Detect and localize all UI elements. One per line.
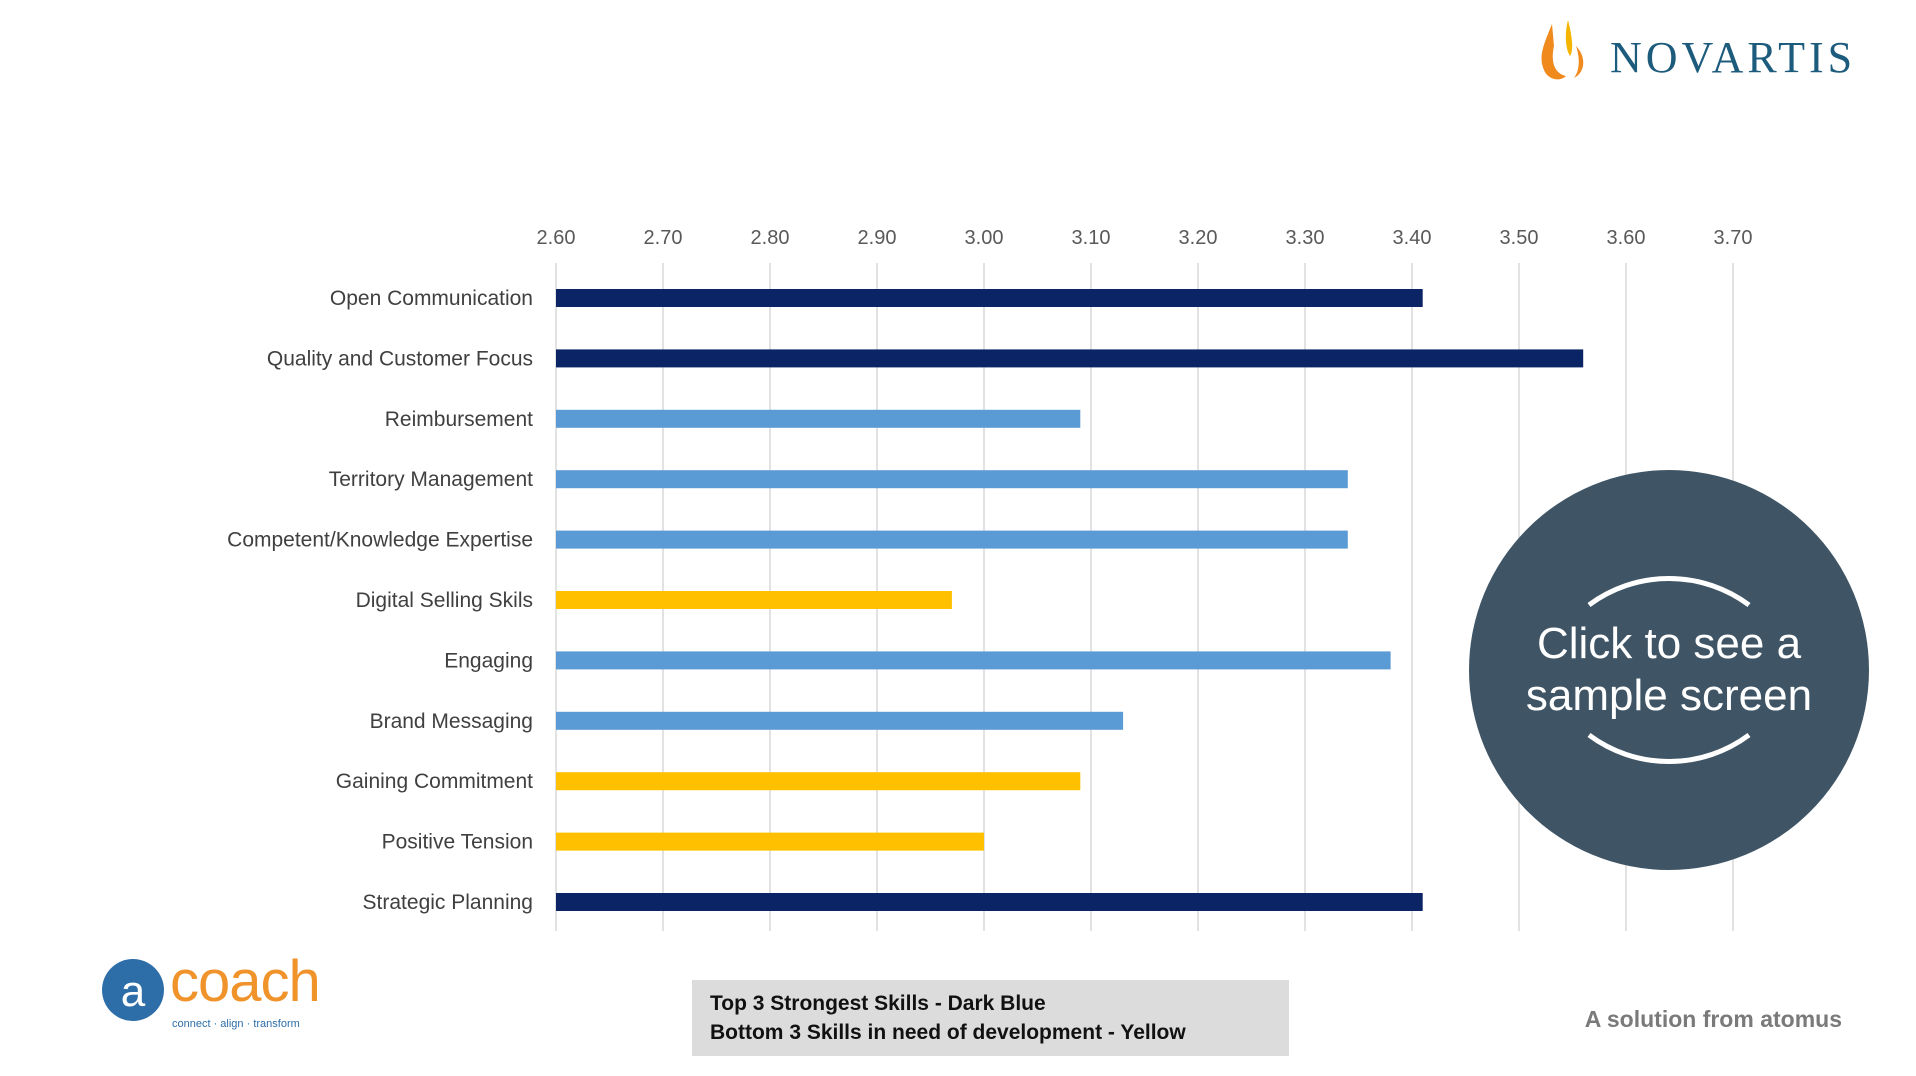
- legend-line-bottom: Bottom 3 Skills in need of development -…: [710, 1021, 1186, 1044]
- ring-icon: [1587, 576, 1751, 764]
- acoach-logo: a coach connect · align · transform: [100, 952, 360, 1038]
- category-label: Competent/Knowledge Expertise: [227, 529, 533, 552]
- acoach-tagline: connect · align · transform: [172, 1018, 300, 1030]
- atomus-credit: A solution from atomus: [1584, 1006, 1842, 1032]
- bar: [556, 470, 1348, 489]
- cta-line-1: Click to see a: [1536, 619, 1802, 668]
- x-tick-label: 3.30: [1286, 227, 1325, 249]
- bar: [556, 893, 1423, 911]
- novartis-wordmark: NOVARTIS: [1610, 33, 1857, 82]
- category-label: Gaining Commitment: [336, 770, 533, 793]
- novartis-flame-icon: [1541, 20, 1584, 80]
- x-tick-label: 3.70: [1714, 227, 1753, 249]
- category-label: Reimbursement: [385, 408, 533, 431]
- x-tick-label: 3.50: [1500, 227, 1539, 249]
- category-label: Open Communication: [330, 287, 533, 310]
- x-tick-label: 2.70: [644, 227, 683, 249]
- x-tick-label: 3.10: [1072, 227, 1111, 249]
- bar: [556, 832, 984, 851]
- acoach-circle-icon: a: [102, 959, 164, 1021]
- x-tick-label: 3.20: [1179, 227, 1218, 249]
- acoach-letter: a: [121, 967, 146, 1016]
- bar: [556, 409, 1081, 428]
- x-tick-label: 3.00: [965, 227, 1004, 249]
- category-label: Engaging: [444, 649, 533, 672]
- bar: [556, 711, 1124, 730]
- sample-screen-button[interactable]: Click to see a sample screen: [1469, 470, 1869, 870]
- legend-line-top: Top 3 Strongest Skills - Dark Blue: [710, 992, 1046, 1015]
- cta-label: Click to see a sample screen: [1469, 618, 1869, 722]
- bar: [556, 651, 1391, 670]
- bar: [556, 530, 1348, 549]
- bar: [556, 591, 952, 609]
- bar: [556, 289, 1423, 307]
- cta-line-2: sample screen: [1525, 671, 1813, 720]
- x-tick-label: 3.40: [1393, 227, 1432, 249]
- x-tick-label: 3.60: [1607, 227, 1646, 249]
- color-legend-note: Top 3 Strongest Skills - Dark Blue Botto…: [692, 980, 1289, 1056]
- bar: [556, 349, 1584, 368]
- bar: [556, 772, 1081, 791]
- novartis-logo: NOVARTIS: [1530, 16, 1870, 86]
- category-label: Quality and Customer Focus: [267, 347, 533, 370]
- acoach-wordmark: coach: [170, 949, 321, 1014]
- category-label: Brand Messaging: [370, 710, 533, 733]
- x-tick-label: 2.90: [858, 227, 897, 249]
- category-label: Territory Management: [329, 468, 533, 491]
- category-label: Strategic Planning: [363, 891, 533, 914]
- x-tick-label: 2.60: [537, 227, 576, 249]
- category-label: Digital Selling Skils: [356, 589, 533, 612]
- x-tick-label: 2.80: [751, 227, 790, 249]
- category-label: Positive Tension: [382, 831, 533, 854]
